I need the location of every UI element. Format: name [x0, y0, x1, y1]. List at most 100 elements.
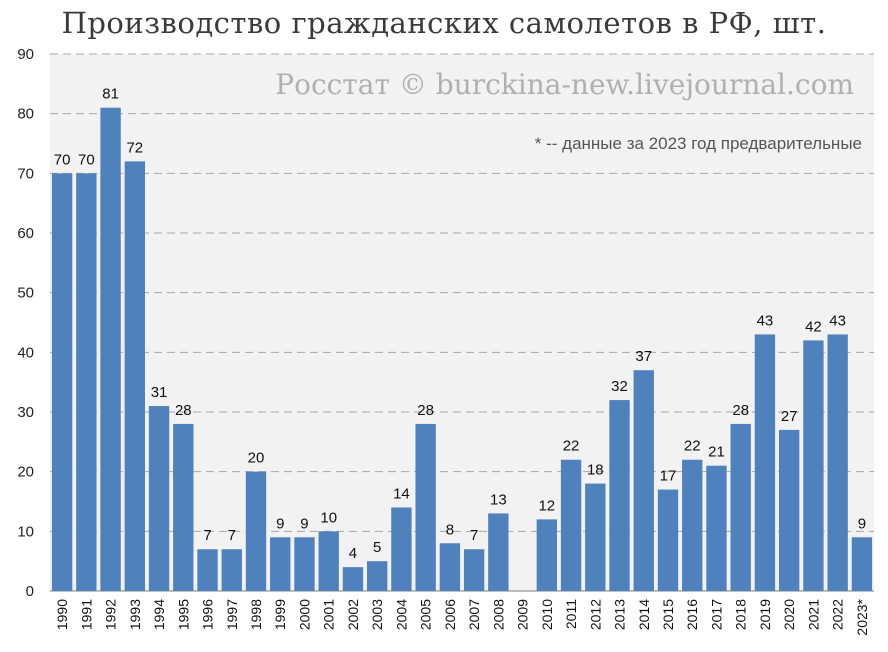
bar	[851, 537, 873, 591]
x-tick-label: 1999	[272, 599, 288, 630]
bar	[633, 370, 654, 591]
x-tick: 2010	[539, 599, 555, 630]
value-label: 27	[781, 408, 798, 425]
x-tick: 2007	[466, 599, 482, 630]
bar	[270, 537, 291, 591]
x-tick: 2023*	[854, 598, 870, 635]
bar	[221, 549, 242, 591]
bar	[585, 483, 606, 591]
bar	[366, 561, 388, 591]
bar	[100, 107, 121, 591]
value-label: 70	[54, 151, 71, 168]
bar	[342, 567, 364, 591]
value-label: 18	[587, 462, 604, 479]
y-tick-label: 40	[17, 344, 34, 361]
y-tick-label: 70	[17, 165, 34, 182]
x-tick-label: 2013	[612, 599, 628, 630]
bar	[827, 334, 848, 591]
value-label: 9	[858, 515, 866, 532]
x-tick-label: 2006	[442, 599, 458, 630]
x-tick-label: 2008	[490, 599, 506, 630]
bar	[415, 423, 436, 591]
x-tick: 2018	[733, 599, 749, 630]
x-tick-label: 1992	[103, 599, 119, 630]
x-tick-label: 2011	[563, 599, 579, 629]
x-tick: 1995	[175, 599, 191, 630]
x-tick-label: 2009	[515, 599, 531, 630]
bar	[778, 429, 800, 591]
bar	[803, 340, 824, 591]
bar	[609, 400, 630, 591]
value-label: 7	[470, 527, 478, 544]
value-label: 28	[732, 402, 749, 419]
value-label: 37	[635, 348, 652, 365]
bar	[124, 161, 146, 591]
x-tick-label: 2022	[830, 599, 846, 630]
value-label: 42	[805, 318, 822, 335]
bar	[294, 537, 315, 591]
value-label: 9	[300, 515, 308, 532]
x-tick: 1991	[78, 599, 94, 630]
bar	[754, 334, 776, 591]
x-tick-label: 2001	[321, 599, 337, 630]
value-label: 20	[248, 450, 265, 467]
y-tick-label: 0	[26, 583, 34, 600]
x-tick-label: 1993	[127, 599, 143, 630]
x-tick: 1997	[224, 599, 240, 630]
bar	[706, 465, 727, 591]
bar	[391, 507, 412, 591]
x-tick: 1993	[127, 599, 143, 630]
x-tick-label: 2020	[781, 599, 797, 630]
x-tick-label: 2023*	[854, 598, 870, 635]
value-label: 7	[203, 527, 211, 544]
value-label: 31	[151, 384, 168, 401]
x-tick: 2015	[660, 599, 676, 630]
x-tick: 2022	[830, 599, 846, 630]
value-label: 32	[611, 378, 628, 395]
value-label: 70	[78, 151, 95, 168]
x-tick-label: 1991	[78, 599, 94, 630]
x-tick: 2016	[684, 599, 700, 630]
x-tick-label: 1990	[54, 599, 70, 630]
x-tick-label: 2005	[418, 599, 434, 630]
bar	[536, 519, 558, 591]
bar	[439, 543, 461, 591]
x-tick: 2000	[296, 599, 312, 630]
x-tick: 2001	[321, 599, 337, 630]
x-tick: 2004	[393, 599, 409, 630]
x-tick: 1990	[54, 599, 70, 630]
x-tick-label: 1995	[175, 599, 191, 630]
x-tick: 2009	[515, 599, 531, 630]
value-label: 4	[349, 545, 357, 562]
x-tick-label: 2010	[539, 599, 555, 630]
y-tick-label: 20	[17, 464, 34, 481]
x-tick: 2006	[442, 599, 458, 630]
value-label: 12	[538, 497, 555, 514]
value-label: 21	[708, 444, 725, 461]
y-tick-label: 90	[17, 46, 34, 63]
x-tick-label: 2014	[636, 599, 652, 630]
x-tick: 2014	[636, 599, 652, 630]
bar	[51, 173, 73, 592]
x-tick: 2021	[805, 599, 821, 630]
value-label: 81	[102, 86, 119, 103]
value-label: 10	[320, 509, 337, 526]
x-tick: 1994	[151, 599, 167, 630]
x-tick: 2008	[490, 599, 506, 630]
y-tick-label: 80	[17, 106, 34, 123]
x-tick-label: 2004	[393, 599, 409, 630]
x-tick: 2011	[563, 599, 579, 629]
bar	[148, 406, 170, 591]
bar	[730, 423, 751, 591]
bar	[173, 423, 194, 591]
x-axis-labels: 1990 1991 1992 1993 1994 1995 1996 1997 1998 1999…	[54, 598, 870, 635]
x-tick-label: 2015	[660, 599, 676, 630]
x-tick: 1992	[103, 599, 119, 630]
x-tick-label: 2012	[587, 599, 603, 630]
x-tick: 2019	[757, 599, 773, 630]
value-label: 22	[563, 438, 580, 455]
x-tick: 1996	[200, 599, 216, 630]
x-tick-label: 1997	[224, 599, 240, 630]
value-label: 9	[276, 515, 284, 532]
watermark-text: Росстат © burckina-new.livejournal.com	[275, 68, 854, 101]
